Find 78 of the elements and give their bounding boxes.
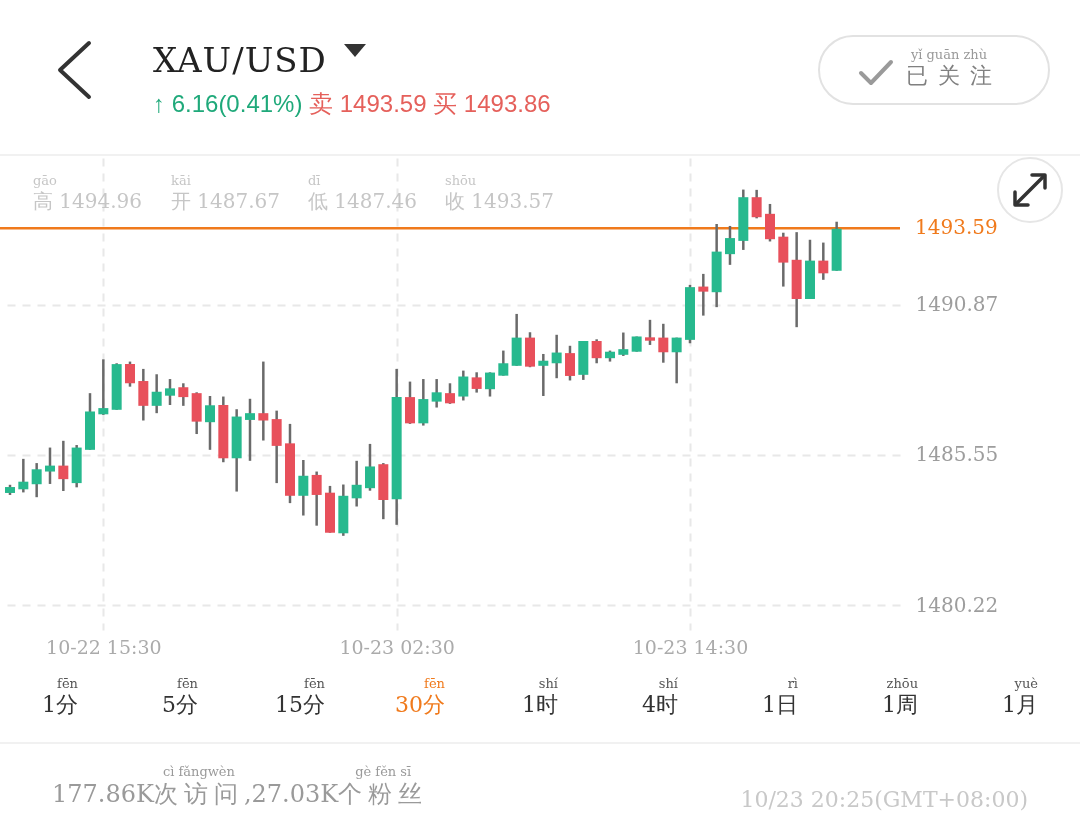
text: fēn	[177, 676, 198, 691]
annotation: kāi	[171, 173, 191, 188]
text: yuè	[1014, 676, 1038, 691]
text: 1月	[1002, 691, 1038, 719]
text: 1时	[522, 691, 558, 719]
text: 15分	[275, 691, 325, 719]
annotation: 收 1493.57	[445, 188, 555, 214]
candlestick	[431, 377, 442, 409]
text: 177.86K	[52, 779, 154, 809]
text: 4时	[642, 691, 678, 719]
text: 已关注	[906, 62, 1002, 90]
candlestick	[564, 344, 575, 382]
candlestick	[498, 349, 509, 377]
text: rì	[787, 676, 798, 691]
y-tick-label: 1485.55	[915, 442, 999, 467]
candlestick	[258, 360, 269, 442]
annotation: 低 1487.46	[308, 188, 418, 214]
text: 1日	[762, 691, 798, 719]
text: yǐ guān zhù	[910, 47, 988, 62]
ref-line-label: 1493.59	[915, 215, 998, 240]
candlestick	[618, 331, 629, 358]
candlestick	[591, 338, 602, 365]
annotation: gāo	[33, 173, 57, 188]
text: gè fěn sī	[355, 764, 412, 779]
candlestick	[471, 371, 482, 394]
chart-title: XAU/USD	[153, 40, 327, 80]
x-tick-label: 10-23 14:30	[632, 635, 749, 658]
candlestick	[658, 322, 669, 364]
text: 1分	[42, 691, 78, 719]
candlestick	[818, 241, 829, 282]
text: fēn	[57, 676, 78, 691]
candlestick	[538, 352, 549, 398]
y-tick-label: 1490.87	[915, 292, 999, 317]
text: shí	[538, 676, 558, 691]
x-tick-label: 10-23 02:30	[339, 635, 455, 658]
candlestick	[671, 336, 682, 385]
text: 30分	[395, 691, 445, 719]
text: 5分	[162, 691, 198, 719]
candlestick	[58, 439, 69, 493]
x-tick-label: 10-22 15:30	[46, 635, 162, 658]
candlestick	[364, 442, 375, 492]
candlestick	[444, 382, 455, 406]
annotation: shōu	[445, 173, 477, 188]
candlestick	[98, 358, 109, 417]
annotation: 开 1487.67	[171, 188, 281, 214]
candlestick	[125, 360, 135, 388]
candlestick	[484, 371, 495, 398]
text: 1周	[882, 691, 918, 719]
text: 卖 1493.59 买 1493.86	[309, 90, 551, 117]
candlestick	[178, 382, 189, 408]
candlestick	[45, 446, 55, 486]
chart-subtitle: ↑ 6.16(0.41%)	[153, 90, 303, 117]
annotation: 高 1494.96	[33, 188, 143, 214]
annotation: dī	[308, 173, 321, 188]
candlestick	[151, 373, 162, 415]
text: 次访问	[153, 779, 244, 809]
candlestick	[698, 272, 709, 317]
candlestick	[18, 457, 29, 494]
candlestick	[204, 394, 215, 452]
text: shí	[658, 676, 678, 691]
candlestick	[31, 461, 42, 499]
text: cì fǎngwèn	[162, 764, 235, 779]
text: zhōu	[886, 676, 918, 691]
text: fēn	[304, 676, 325, 691]
candlestick	[311, 470, 322, 527]
candlestick	[724, 224, 735, 267]
candlestick	[351, 459, 362, 508]
candlestick	[298, 458, 309, 517]
text: ,27.03K	[243, 779, 339, 809]
candlestick	[244, 397, 255, 463]
text: 个粉丝	[338, 779, 429, 809]
candlestick	[551, 333, 562, 380]
candlestick	[751, 188, 762, 220]
candlestick	[458, 369, 469, 402]
text: fēn	[424, 676, 445, 691]
y-tick-label: 1480.22	[915, 592, 999, 617]
candlestick	[644, 318, 655, 347]
candlestick	[165, 377, 175, 407]
